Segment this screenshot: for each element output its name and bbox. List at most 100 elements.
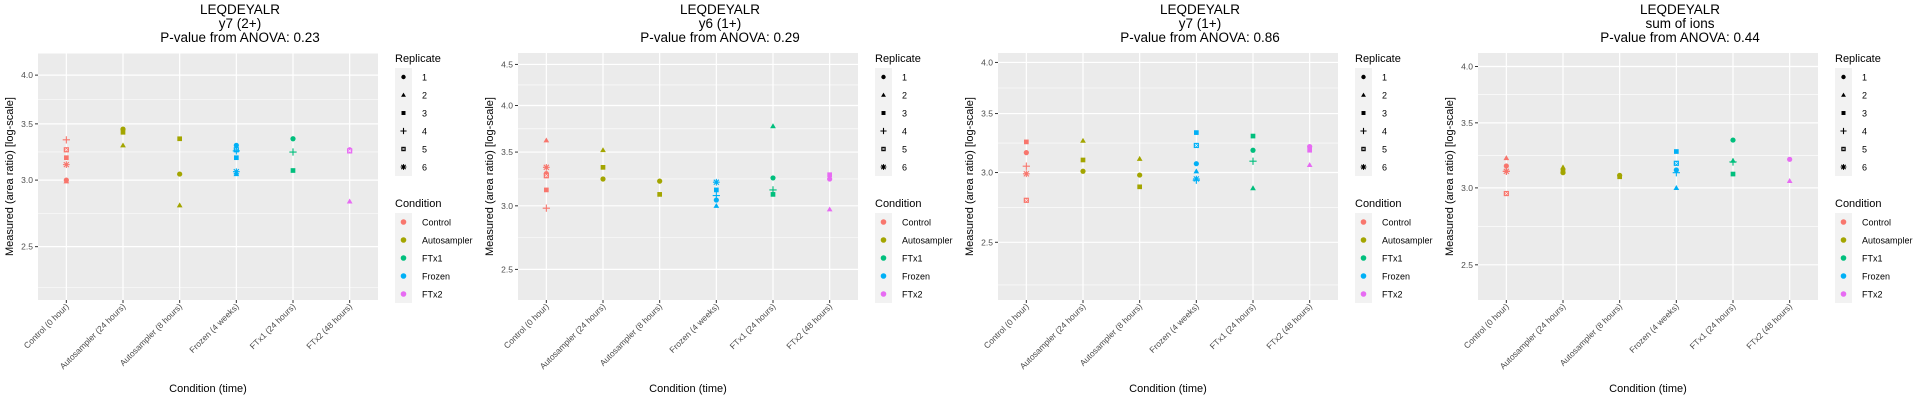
legend-color-dot-icon bbox=[880, 291, 887, 297]
legend-label-replicate: 5 bbox=[1862, 145, 1867, 155]
legend-label-replicate: 5 bbox=[902, 145, 907, 155]
data-point bbox=[290, 136, 296, 142]
data-point bbox=[713, 197, 719, 203]
legend-color-dot-icon bbox=[1360, 291, 1367, 297]
legend-color-dot-icon bbox=[400, 237, 407, 243]
data-point bbox=[346, 198, 353, 204]
data-point bbox=[233, 155, 239, 161]
legend-color-dot-icon bbox=[1840, 219, 1847, 225]
y-tick-label: 4.0 bbox=[981, 57, 993, 67]
anova-pvalue: P-value from ANOVA: 0.23 bbox=[160, 30, 320, 45]
y-tick-label: 3.5 bbox=[1461, 118, 1473, 128]
legend-label-condition: FTx2 bbox=[1382, 290, 1403, 300]
data-point bbox=[657, 178, 663, 184]
data-point bbox=[713, 187, 719, 193]
x-tick-label: Frozen (4 weeks) bbox=[187, 301, 241, 355]
data-point bbox=[543, 137, 550, 143]
data-point bbox=[177, 171, 183, 177]
legend-label-condition: Control bbox=[902, 218, 931, 228]
legend-title-replicate: Replicate bbox=[1355, 53, 1401, 65]
legend-color-dot-icon bbox=[1840, 273, 1847, 279]
data-point bbox=[63, 155, 69, 161]
legend-title-replicate: Replicate bbox=[395, 53, 441, 65]
x-tick-label: Autosampler (8 hours) bbox=[1078, 301, 1145, 368]
data-point bbox=[1673, 185, 1680, 190]
legend-key-background bbox=[395, 68, 412, 176]
x-tick-label: Control (0 hour) bbox=[22, 301, 71, 350]
legend-label-replicate: 3 bbox=[1382, 109, 1387, 119]
legend-shape-triangle-icon bbox=[1841, 92, 1846, 97]
x-tick-label: Autosampler (8 hours) bbox=[118, 301, 185, 368]
legend-label-replicate: 6 bbox=[1382, 163, 1387, 173]
legend-shape-boxed-square-icon bbox=[401, 146, 406, 152]
legend-shape-triangle-icon bbox=[1361, 92, 1366, 97]
data-point bbox=[826, 206, 833, 212]
data-point bbox=[62, 161, 70, 169]
legend-label-replicate: 2 bbox=[902, 91, 907, 101]
legend-shape-circle-icon bbox=[1841, 74, 1846, 80]
data-point bbox=[657, 192, 663, 197]
chart-panel: LEQDEYALR y7 (2+) P-value from ANOVA: 0.23… bbox=[0, 0, 480, 400]
data-point bbox=[62, 136, 70, 144]
x-tick-label: Autosampler (8 hours) bbox=[598, 301, 665, 368]
y-axis-label: Measured (area ratio) [log-scale] bbox=[4, 97, 16, 256]
legend-title-condition: Condition bbox=[1355, 198, 1401, 210]
data-point bbox=[1249, 157, 1257, 165]
data-point bbox=[713, 202, 720, 208]
data-point bbox=[542, 163, 550, 171]
data-point bbox=[63, 178, 70, 184]
data-point bbox=[1250, 185, 1256, 191]
legend-shape-boxed-square-icon bbox=[1841, 146, 1846, 152]
data-point bbox=[1136, 155, 1143, 161]
data-point bbox=[827, 176, 833, 182]
data-point bbox=[1023, 139, 1029, 145]
legend-color-dot-icon bbox=[880, 273, 887, 279]
x-tick-label: FTx1 (24 hours) bbox=[1208, 301, 1258, 351]
legend-color-dot-icon bbox=[1840, 237, 1847, 243]
x-tick-label: FTx1 (24 hours) bbox=[248, 301, 298, 351]
data-point bbox=[1787, 156, 1793, 162]
y-axis-label: Measured (area ratio) [log-scale] bbox=[964, 97, 976, 256]
legend-label-replicate: 4 bbox=[902, 127, 907, 137]
data-point bbox=[1560, 170, 1566, 176]
legend-shape-triangle-icon bbox=[881, 92, 886, 97]
data-point bbox=[1673, 160, 1679, 166]
y-tick-label: 4.0 bbox=[501, 101, 513, 111]
x-tick-label: FTx2 (48 hours) bbox=[304, 301, 354, 351]
y-axis-label: Measured (area ratio) [log-scale] bbox=[1444, 97, 1456, 256]
data-point bbox=[1137, 184, 1143, 190]
legend-title-replicate: Replicate bbox=[875, 53, 921, 65]
legend-color-dot-icon bbox=[880, 255, 887, 261]
y-tick-label: 2.5 bbox=[21, 242, 33, 252]
chart-title: LEQDEYALR bbox=[680, 2, 760, 17]
data-point bbox=[600, 176, 606, 182]
data-point bbox=[1307, 147, 1313, 153]
chart-panel: LEQDEYALR sum of ions P-value from ANOVA: … bbox=[1440, 0, 1920, 400]
legend-shape-plus-icon bbox=[880, 127, 887, 135]
chart-panel: LEQDEYALR y7 (1+) P-value from ANOVA: 0.86… bbox=[960, 0, 1440, 400]
anova-pvalue: P-value from ANOVA: 0.29 bbox=[640, 30, 800, 45]
legend-shape-asterisk-icon bbox=[1840, 164, 1847, 170]
data-point bbox=[1502, 167, 1510, 175]
data-point bbox=[289, 148, 297, 156]
y-tick-label: 4.5 bbox=[501, 59, 513, 69]
legend-label-condition: FTx1 bbox=[1862, 254, 1883, 264]
legend-label-condition: FTx2 bbox=[1862, 290, 1883, 300]
legend-shape-plus-icon bbox=[1360, 127, 1367, 135]
legend-title-replicate: Replicate bbox=[1835, 53, 1881, 65]
data-point bbox=[1503, 163, 1509, 169]
legend-color-dot-icon bbox=[1360, 237, 1367, 243]
y-axis-label: Measured (area ratio) [log-scale] bbox=[484, 97, 496, 256]
data-point bbox=[1023, 150, 1029, 156]
legend-label-replicate: 1 bbox=[422, 73, 427, 83]
legend-label-condition: Frozen bbox=[902, 272, 930, 282]
x-tick-label: Frozen (4 weeks) bbox=[667, 301, 721, 355]
data-point bbox=[1730, 137, 1736, 143]
legend-label-replicate: 1 bbox=[1862, 73, 1867, 83]
legend-shape-asterisk-icon bbox=[880, 164, 887, 170]
y-tick-label: 3.0 bbox=[981, 168, 993, 178]
x-axis-label: Condition (time) bbox=[169, 383, 247, 395]
chart-subtitle: y7 (1+) bbox=[1179, 16, 1221, 31]
